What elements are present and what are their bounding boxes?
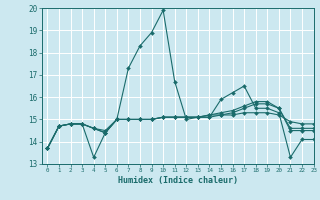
X-axis label: Humidex (Indice chaleur): Humidex (Indice chaleur) — [118, 176, 237, 185]
